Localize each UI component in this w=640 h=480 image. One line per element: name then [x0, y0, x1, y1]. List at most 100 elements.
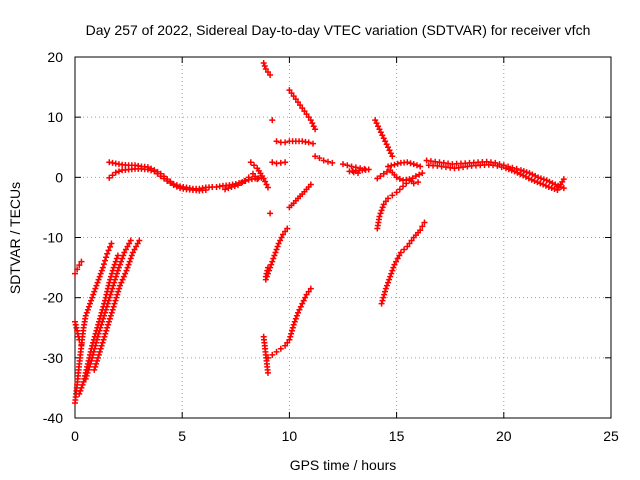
data-point-left-edge	[76, 336, 83, 343]
data-point-fourteen-cluster	[412, 173, 419, 180]
data-point-fifteen-scatter	[415, 179, 422, 186]
data-point-left-low-1	[102, 257, 109, 264]
data-point-left-low-4	[131, 246, 138, 253]
data-point-afternoon-lower	[542, 182, 549, 189]
data-point-nine-lower-steep	[264, 270, 271, 277]
data-point-left-low-1	[99, 264, 106, 271]
data-point-left-low-4	[101, 333, 108, 340]
data-point-left-low-1	[83, 309, 90, 316]
data-point-left-low-1	[84, 306, 91, 313]
data-point-fifteen-low	[382, 285, 389, 292]
data-point-left-low-3	[122, 246, 129, 253]
data-point-left-low-1	[97, 270, 104, 277]
data-point-nine-top	[262, 66, 269, 73]
data-point-left-low-3	[115, 264, 122, 271]
data-point-main-lower	[170, 182, 177, 189]
data-point-left-low-3	[127, 237, 134, 244]
data-point-left-edge	[74, 266, 81, 273]
data-point-fifteen-scatter	[377, 173, 384, 180]
data-point-main-lower	[144, 166, 151, 173]
data-point-fourteen-cluster	[389, 192, 396, 199]
data-point-left-low-1	[95, 276, 102, 283]
data-point-main-lower	[167, 180, 174, 187]
data-point-left-low-4	[122, 270, 129, 277]
data-point-left-low-3	[92, 342, 99, 349]
y-tick-label: -20	[43, 290, 63, 306]
data-point-left-low-4	[119, 276, 126, 283]
data-point-ten-decline	[310, 123, 317, 130]
data-point-fourteen-top	[386, 147, 393, 154]
data-point-left-low-4	[127, 255, 134, 262]
data-point-left-low-3	[89, 354, 96, 361]
data-point-left-low-3	[101, 312, 108, 319]
data-point-nine-descent	[288, 330, 295, 337]
data-point-left-low-4	[108, 309, 115, 316]
data-point-fifteen-low	[390, 264, 397, 271]
data-point-left-low-4	[104, 324, 111, 331]
data-point-left-low-4	[91, 366, 98, 373]
data-point-left-low-2	[110, 264, 117, 271]
data-point-nine-descent	[299, 300, 306, 307]
data-point-fifteen-low	[385, 279, 392, 286]
data-point-left-low-3	[124, 243, 131, 250]
data-point-main-lower	[164, 177, 171, 184]
data-point-ten-decline	[292, 96, 299, 103]
data-point-left-low-3	[112, 276, 119, 283]
x-tick-label: 0	[71, 428, 79, 444]
data-point-main-lower	[151, 168, 158, 175]
data-point-left-low-3	[99, 318, 106, 325]
data-point-left-low-4	[114, 291, 121, 298]
data-point-fifteen-scatter	[383, 168, 390, 175]
y-tick-label: 10	[47, 109, 63, 125]
y-tick-label: -10	[43, 230, 63, 246]
data-point-main-lower	[148, 167, 155, 174]
data-point-nine-lower-steep	[269, 258, 276, 265]
data-point-fifteen-mid	[413, 162, 420, 169]
data-point-left-low-3	[97, 324, 104, 331]
data-point-left-low-4	[134, 240, 141, 247]
data-point-left-low-3	[107, 291, 114, 298]
data-points	[72, 60, 567, 406]
data-point-fifteen-low	[391, 261, 398, 268]
data-point-left-low-4	[136, 237, 143, 244]
data-point-fifteen-low	[397, 249, 404, 256]
data-point-ten-plateau	[305, 139, 312, 146]
data-point-fifteen-low	[378, 300, 385, 307]
data-point-fourteen-cluster	[380, 201, 387, 208]
data-point-fourteen-cluster	[379, 204, 386, 211]
data-point-fourteen-cluster	[419, 170, 426, 177]
data-point-left-low-3	[94, 333, 101, 340]
data-point-left-low-3	[95, 330, 102, 337]
data-point-left-low-4	[95, 351, 102, 358]
data-point-nine-descent	[293, 312, 300, 319]
data-point-left-low-1	[96, 273, 103, 280]
data-point-left-low-1	[108, 240, 115, 247]
data-point-ten-plateau	[282, 139, 289, 146]
data-point-afternoon-upper	[537, 175, 544, 182]
x-tick-label: 15	[389, 428, 405, 444]
data-point-left-low-3	[118, 258, 125, 265]
data-point-afternoon-lower	[560, 176, 567, 183]
data-point-left-low-3	[119, 255, 126, 262]
data-point-fourteen-top	[373, 120, 380, 127]
data-point-nine-lower-steep	[275, 240, 282, 247]
data-point-left-low-1	[85, 303, 92, 310]
data-point-fifteen-mid	[407, 160, 414, 167]
y-tick-label: 0	[55, 169, 63, 185]
grid-lines	[75, 57, 611, 418]
data-point-fifteen-low	[408, 237, 415, 244]
data-point-fifteen-low	[387, 273, 394, 280]
data-point-afternoon-lower	[540, 181, 547, 188]
data-point-left-low-3	[85, 366, 92, 373]
data-point-nine-plateau	[269, 159, 276, 166]
data-point-left-low-2	[113, 255, 120, 262]
data-point-nine-scatter	[251, 162, 258, 169]
data-point-nine-descent	[291, 318, 298, 325]
data-point-fifteen-low	[383, 282, 390, 289]
data-point-left-low-4	[105, 321, 112, 328]
data-point-main-lower	[115, 168, 122, 175]
data-point-nine-descent	[300, 297, 307, 304]
data-point-left-low-3	[87, 360, 94, 367]
data-point-fifteen-mid	[410, 161, 417, 168]
data-point-fourteen-top	[379, 132, 386, 139]
